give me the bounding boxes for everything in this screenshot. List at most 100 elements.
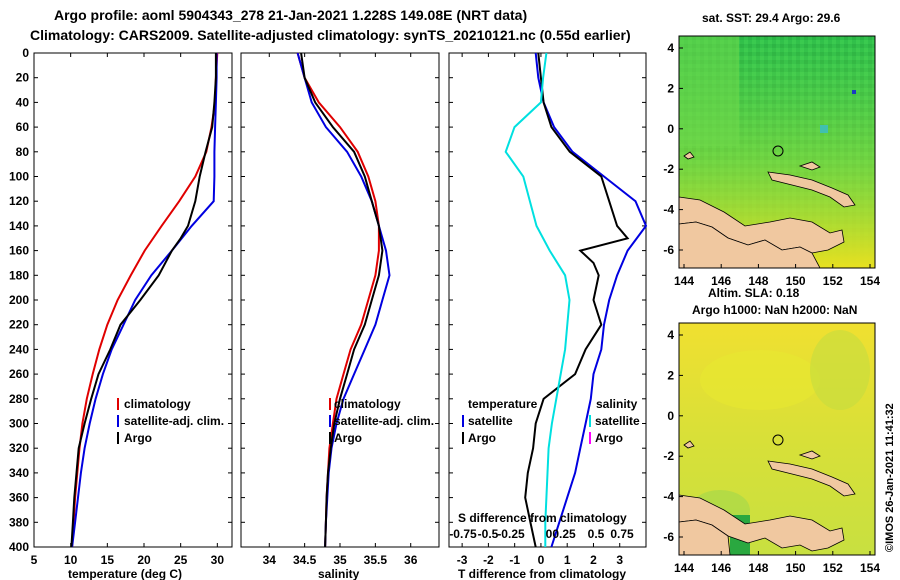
map-y-tick-label: 0: [667, 409, 674, 423]
y-tick-label: 240: [9, 342, 29, 356]
map-y-tick-label: 4: [667, 41, 674, 55]
temperature-xlabel: temperature (deg C): [68, 567, 182, 580]
top-tick-label: -0.5: [478, 527, 499, 541]
x-tick-label: 5: [31, 553, 38, 567]
legend-satellite-adj: satellite-adj. clim.: [124, 414, 224, 428]
series-line-satellite-adj-clim-: [71, 53, 218, 548]
y-tick-label: 260: [9, 367, 29, 381]
x-tick-label: 2: [590, 553, 597, 567]
y-tick-label: 160: [9, 244, 29, 258]
x-tick-label: 35: [333, 553, 347, 567]
y-tick-label: 60: [16, 120, 30, 134]
y-tick-label: 320: [9, 441, 29, 455]
series-line-satellite-adj-clim-: [296, 52, 391, 548]
difference-chart: -3 -2 -1 0 1 2 3-0.75 -0.5-0.25 0 0.25 0.5 0.75: [449, 52, 648, 567]
y-tick-label: 0: [22, 46, 29, 60]
temperature-panel: [33, 52, 233, 548]
top-tick-label: 0.5: [588, 527, 605, 541]
x-tick-label: 15: [101, 553, 115, 567]
legend-s-satellite: satellite: [595, 414, 640, 428]
y-tick-label: 400: [9, 540, 29, 554]
y-tick-label: 300: [9, 417, 29, 431]
y-tick-label: 120: [9, 194, 29, 208]
legend-s-argo: Argo: [595, 431, 623, 445]
map-sst-image: [679, 36, 875, 268]
y-tick-label: 280: [9, 392, 29, 406]
map-y-tick-label: -6: [663, 243, 674, 257]
legend-salinity-title: salinity: [596, 397, 638, 411]
legend-t-satellite: satellite: [468, 414, 513, 428]
map-y-tick-label: -4: [663, 490, 674, 504]
legend-argo: Argo: [124, 431, 152, 445]
y-tick-label: 100: [9, 170, 29, 184]
difference-xlabel-top: S difference from climatology: [458, 511, 627, 525]
salinity-chart: 34 34.5 35 35.5 36: [241, 52, 439, 567]
title-line-2: Climatology: CARS2009. Satellite-adjuste…: [30, 27, 631, 43]
legend-argo: Argo: [334, 431, 362, 445]
series-line-t-argo: [524, 52, 630, 548]
map-axes: 144 146 148 150 152 154 4 2 0 -2 -4 -6 144 146 148 150 1…: [663, 41, 880, 575]
x-tick-label: 1: [564, 553, 571, 567]
timestamp-stamp: ©IMOS 26-Jan-2021 11:41:32: [884, 403, 896, 552]
argo-location-marker: [772, 434, 784, 446]
map-x-tick-label: 150: [786, 274, 806, 288]
map-depth-frame: [678, 322, 876, 556]
y-tick-label: 200: [9, 293, 29, 307]
y-tick-label: 40: [16, 95, 30, 109]
map-x-tick-label: 144: [674, 561, 694, 575]
y-tick-label: 20: [16, 71, 30, 85]
map-y-tick-label: -4: [663, 203, 674, 217]
y-tick-label: 140: [9, 219, 29, 233]
map-sst-subtitle: Altim. SLA: 0.18: [708, 286, 800, 300]
legend-t-argo: Argo: [468, 431, 496, 445]
x-tick-label: 35.5: [364, 553, 388, 567]
series-line-argo: [300, 52, 384, 548]
x-tick-label: 0: [538, 553, 545, 567]
map-x-tick-label: 146: [711, 274, 731, 288]
title-line-1: Argo profile: aoml 5904343_278 21-Jan-20…: [54, 7, 527, 23]
x-tick-label: 10: [64, 553, 78, 567]
map-x-tick-label: 148: [748, 274, 768, 288]
x-tick-label: 34.5: [293, 553, 317, 567]
map-y-tick-label: 2: [667, 81, 674, 95]
series-line-s-satellite: [504, 52, 571, 547]
difference-xlabel: T difference from climatology: [458, 567, 626, 580]
map-sst-frame: [678, 35, 876, 269]
top-tick-label: -0.75: [449, 527, 477, 541]
map-y-tick-label: 4: [667, 328, 674, 342]
map-x-tick-label: 154: [860, 274, 880, 288]
temperature-legend: climatology satellite-adj. clim. Argo: [117, 397, 224, 445]
x-tick-label: -2: [483, 553, 494, 567]
map-y-tick-label: -2: [663, 449, 674, 463]
x-tick-label: 36: [404, 553, 418, 567]
top-tick-label: 0.25: [552, 527, 576, 541]
legend-climatology: climatology: [124, 397, 191, 411]
y-tick-label: 380: [9, 515, 29, 529]
legend-climatology: climatology: [334, 397, 401, 411]
x-tick-label: 25: [174, 553, 188, 567]
map-sst-title: sat. SST: 29.4 Argo: 29.6: [702, 11, 841, 25]
map-x-tick-label: 144: [674, 274, 694, 288]
argo-location-marker: [772, 145, 784, 157]
map-y-tick-label: 2: [667, 368, 674, 382]
temperature-chart: 0 20 40 60 80 100 120 140 160 180 200 220 240 260 280 3…: [9, 46, 232, 567]
map-depth-image: [679, 323, 875, 555]
y-tick-label: 340: [9, 466, 29, 480]
y-tick-label: 80: [16, 145, 30, 159]
map-y-tick-label: -2: [663, 162, 674, 176]
x-tick-label: 3: [616, 553, 623, 567]
top-tick-label: 0.75: [610, 527, 634, 541]
map-x-tick-label: 148: [748, 561, 768, 575]
map-x-tick-label: 152: [823, 274, 843, 288]
x-tick-label: 34: [263, 553, 277, 567]
map-x-tick-label: 152: [823, 561, 843, 575]
series-line-climatology: [296, 52, 380, 548]
series-line-climatology: [71, 52, 219, 548]
map-y-tick-label: 0: [667, 122, 674, 136]
x-tick-label: -1: [509, 553, 520, 567]
y-tick-label: 180: [9, 268, 29, 282]
legend-temperature-title: temperature: [468, 397, 538, 411]
map-y-tick-label: -6: [663, 530, 674, 544]
top-tick-label: 0: [546, 527, 553, 541]
